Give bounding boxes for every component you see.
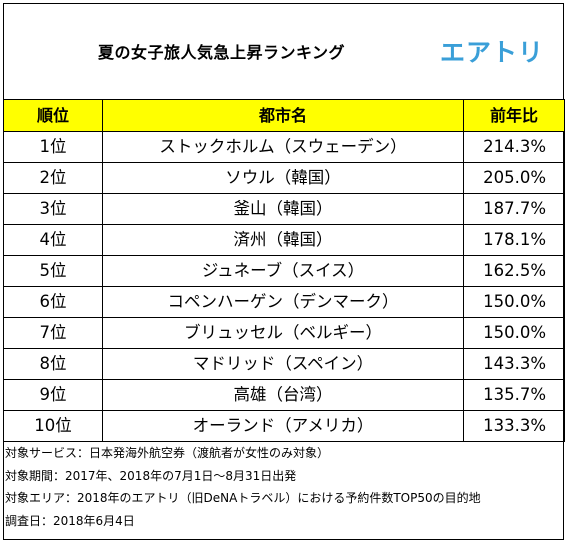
city-cell: マドリッド（スペイン） (102, 348, 464, 380)
table-row: 9位 高雄（台湾） 135.7% (3, 379, 565, 411)
city-cell: コペンハーゲン（デンマーク） (102, 286, 464, 318)
page-header: 夏の女子旅人気急上昇ランキング エアトリ (3, 3, 564, 100)
airtrip-logo: エアトリ (440, 38, 545, 67)
rank-cell: 9位 (3, 379, 103, 411)
ratio-cell: 214.3% (463, 131, 565, 163)
rank-cell: 10位 (3, 410, 103, 442)
city-cell: ソウル（韓国） (102, 162, 464, 194)
table-row: 4位 済州（韓国） 178.1% (3, 224, 565, 256)
table-row: 8位 マドリッド（スペイン） 143.3% (3, 348, 565, 380)
city-cell: ジュネーブ（スイス） (102, 255, 464, 287)
note-target-period: 対象期間：2017年、2018年の7月1日～8月31日出発 (5, 468, 297, 483)
city-cell: ブリュッセル（ベルギー） (102, 317, 464, 349)
note-target-area: 対象エリア：2018年のエアトリ（旧DeNAトラベル）における予約件数TOP50… (5, 491, 481, 505)
rank-cell: 7位 (3, 317, 103, 349)
rank-cell: 6位 (3, 286, 103, 318)
survey-notes: 対象サービス：日本発海外航空券（渡航者が女性のみ対象） 対象期間：2017年、2… (5, 442, 481, 532)
rank-cell: 2位 (3, 162, 103, 194)
table-header-row: 順位 都市名 前年比 (3, 99, 565, 132)
column-header-rank: 順位 (3, 99, 103, 132)
table-row: 6位 コペンハーゲン（デンマーク） 150.0% (3, 286, 565, 318)
ratio-cell: 150.0% (463, 317, 565, 349)
table-row: 2位 ソウル（韓国） 205.0% (3, 162, 565, 194)
ratio-cell: 133.3% (463, 410, 565, 442)
table-row: 5位 ジュネーブ（スイス） 162.5% (3, 255, 565, 287)
rank-cell: 4位 (3, 224, 103, 256)
table-row: 7位 ブリュッセル（ベルギー） 150.0% (3, 317, 565, 349)
column-header-city: 都市名 (102, 99, 464, 132)
column-header-ratio: 前年比 (463, 99, 565, 132)
rank-cell: 3位 (3, 193, 103, 225)
rank-cell: 8位 (3, 348, 103, 380)
ratio-cell: 187.7% (463, 193, 565, 225)
table-row: 1位 ストックホルム（スウェーデン） 214.3% (3, 131, 565, 163)
city-cell: ストックホルム（スウェーデン） (102, 131, 464, 163)
ranking-table: 順位 都市名 前年比 1位 ストックホルム（スウェーデン） 214.3% 2位 … (3, 99, 565, 442)
city-cell: オーランド（アメリカ） (102, 410, 464, 442)
table-row: 3位 釜山（韓国） 187.7% (3, 193, 565, 225)
city-cell: 高雄（台湾） (102, 379, 464, 411)
ratio-cell: 162.5% (463, 255, 565, 287)
note-survey-date: 調査日：2018年6月4日 (5, 513, 135, 528)
ratio-cell: 205.0% (463, 162, 565, 194)
rank-cell: 5位 (3, 255, 103, 287)
ratio-cell: 135.7% (463, 379, 565, 411)
note-target-service: 対象サービス：日本発海外航空券（渡航者が女性のみ対象） (5, 446, 330, 460)
page-title: 夏の女子旅人気急上昇ランキング (98, 43, 346, 62)
ratio-cell: 178.1% (463, 224, 565, 256)
ratio-cell: 143.3% (463, 348, 565, 380)
city-cell: 済州（韓国） (102, 224, 464, 256)
rank-cell: 1位 (3, 131, 103, 163)
table-row: 10位 オーランド（アメリカ） 133.3% (3, 410, 565, 442)
ratio-cell: 150.0% (463, 286, 565, 318)
city-cell: 釜山（韓国） (102, 193, 464, 225)
